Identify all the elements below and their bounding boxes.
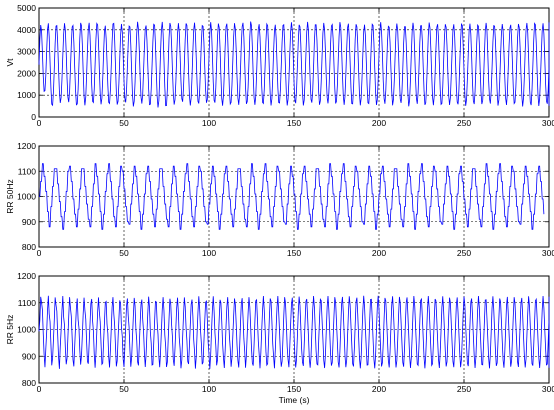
ticks-group <box>38 7 550 118</box>
x-tick-label: 300 <box>542 118 554 128</box>
x-tick-label: 100 <box>202 384 216 394</box>
ticks-group <box>38 275 550 384</box>
x-tick-label: 250 <box>457 118 471 128</box>
x-tick-label: 50 <box>119 384 129 394</box>
y-tick-label: 1200 <box>17 141 36 151</box>
x-tick-label: 150 <box>287 118 301 128</box>
y-tick-label: 1000 <box>17 192 36 202</box>
x-tick-label: 250 <box>457 248 471 258</box>
series-line <box>39 163 545 230</box>
labels-group: 0 50 100 150 200 250 300010002000300040005000V… <box>5 3 554 128</box>
x-tick-label: 200 <box>372 118 386 128</box>
series-line <box>38 21 550 108</box>
y-axis-label: Vt <box>5 58 15 67</box>
x-tick-label: 50 <box>119 118 129 128</box>
y-tick-label: 800 <box>22 378 36 388</box>
y-tick-label: 3000 <box>17 47 36 57</box>
y-axis-label: RR 50Hz <box>5 179 15 213</box>
series-line <box>38 295 550 369</box>
subplot-rr-5hz: 0 50 100 150 200 250 300 800 900 1000 1100 1200 RR 5… <box>5 271 554 405</box>
x-tick-label: 0 <box>37 118 42 128</box>
y-tick-label: 4000 <box>17 25 36 35</box>
x-tick-label: 200 <box>372 384 386 394</box>
x-tick-label: 100 <box>202 248 216 258</box>
series-group <box>38 295 550 369</box>
y-tick-label: 2000 <box>17 68 36 78</box>
x-tick-label: 150 <box>287 248 301 258</box>
subplot-rr-50hz: 0 50 100 150 200 250 300 800 900 1000 1100 1200 RR 5… <box>5 141 554 258</box>
series-group <box>39 163 545 230</box>
y-tick-label: 800 <box>22 242 36 252</box>
y-tick-label: 1000 <box>17 90 36 100</box>
series-group <box>38 21 550 108</box>
x-tick-label: 100 <box>202 118 216 128</box>
x-tick-label: 300 <box>542 248 554 258</box>
labels-group: 0 50 100 150 200 250 300 800 900 1000 1100 1200 RR 5… <box>5 141 554 258</box>
subplot-vt: 0 50 100 150 200 250 300010002000300040005000V… <box>5 3 554 128</box>
y-tick-label: 5000 <box>17 3 36 13</box>
y-tick-label: 1000 <box>17 325 36 335</box>
y-tick-label: 900 <box>22 217 36 227</box>
x-tick-label: 200 <box>372 248 386 258</box>
x-tick-label: 0 <box>37 384 42 394</box>
x-tick-label: 150 <box>287 384 301 394</box>
x-tick-label: 0 <box>37 248 42 258</box>
y-axis-label: RR 5Hz <box>5 315 15 345</box>
ticks-group <box>38 145 550 248</box>
labels-group: 0 50 100 150 200 250 300 800 900 1000 1100 1200 RR 5… <box>5 271 554 405</box>
x-axis-label: Time (s) <box>279 395 310 405</box>
y-tick-label: 0 <box>31 112 36 122</box>
y-tick-label: 1200 <box>17 271 36 281</box>
y-tick-label: 1100 <box>18 166 37 176</box>
x-tick-label: 250 <box>457 384 471 394</box>
x-tick-label: 300 <box>542 384 554 394</box>
y-tick-label: 1100 <box>18 298 37 308</box>
x-tick-label: 50 <box>119 248 129 258</box>
y-tick-label: 900 <box>22 351 36 361</box>
